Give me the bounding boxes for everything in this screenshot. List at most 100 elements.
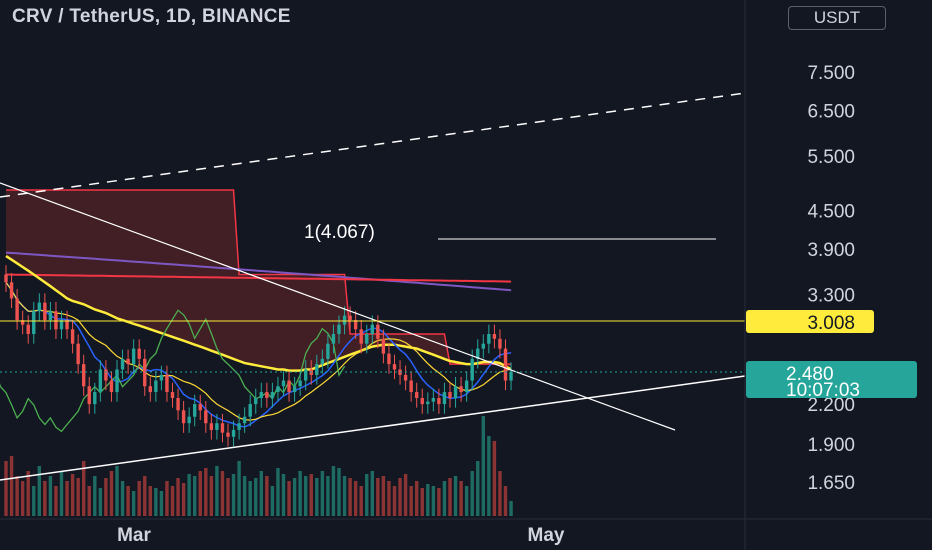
descending-trendline[interactable] [0,182,676,431]
candle [270,382,275,408]
volume-bar [82,461,86,516]
price-tick-label: 1.650 [807,473,855,494]
candle [459,376,463,402]
volume-bar [320,471,325,516]
candle [370,315,374,344]
candle [204,401,208,433]
candle [76,334,80,374]
candle [226,423,230,447]
fib-level-label: 1(4.067) [304,222,375,243]
volume-bar [242,476,247,516]
candle [331,324,336,354]
candle [292,376,297,402]
volume-bar [437,488,441,516]
volume-bar [348,478,352,516]
candle [209,413,214,440]
price-tick-label: 3.300 [807,285,855,306]
candle [82,354,86,396]
volume-bar [326,476,330,516]
candle [9,272,14,309]
volume-bar [453,476,458,516]
candle [254,388,258,414]
volume-bar [76,478,80,516]
chart-title: CRV / TetherUS, 1D, BINANCE [12,6,291,27]
candle [87,376,91,414]
volume-bar [193,476,197,516]
candle [381,329,386,364]
volume-bar [331,466,336,516]
candle [353,310,358,339]
price-tick-label: 3.900 [807,240,855,261]
candle [237,413,241,440]
candle [37,293,41,321]
candle [276,376,280,402]
candle [392,354,397,380]
volume-bar [176,478,180,516]
ascending-trendline[interactable] [0,375,746,481]
candle [120,349,125,380]
candle [220,413,225,443]
ma-purple-line [5,251,512,292]
volume-bar [481,416,485,516]
candle [415,382,419,408]
candle [453,376,458,408]
volume-bar [498,471,502,516]
volume-bar [353,481,358,516]
volume-bar [403,474,408,516]
candle [342,306,347,335]
price-tick-label: 4.500 [807,201,855,222]
candle [215,413,219,440]
level-badge [746,310,874,333]
volume-bar [248,481,252,516]
time-axis[interactable]: Mar May [117,525,565,546]
candle [326,334,330,369]
countdown-text: 10:07:03 [786,380,860,401]
candle [170,382,175,408]
volume-bar [187,474,191,516]
volume-bar [198,471,202,516]
volume-bar [415,481,419,516]
candle [426,392,430,414]
candle [242,407,247,433]
volume-bar [370,471,374,516]
volume-bar [104,478,108,516]
indicator-lines [0,189,512,433]
candle [159,365,164,391]
volume-bar [342,476,347,516]
volume-bar [337,468,341,516]
candle [187,407,191,433]
volume-bars [4,416,513,516]
volume-bar [231,474,236,516]
volume-bar [270,486,275,516]
volume-bar [87,486,91,516]
last-price-badge [746,361,917,398]
candle [476,339,480,369]
candle [442,382,447,414]
price-axis[interactable]: 9.0007.5006.5005.5004.5003.9003.3002.200… [807,14,855,494]
candle [348,306,352,330]
price-tick-label: 5.500 [807,147,855,168]
volume-bar [281,474,286,516]
currency-button[interactable]: USDT [788,6,886,30]
candle [198,394,202,420]
date-tick-label: May [528,525,565,546]
candle [54,301,58,339]
candle [32,301,36,344]
lagging-span-line [0,309,346,433]
candle [137,339,141,369]
candle [48,301,53,330]
volume-bar [20,481,25,516]
candle [387,344,391,374]
candle [481,334,485,359]
volume-bar [59,471,64,516]
volume-bar [509,501,513,516]
cloud-fill [6,190,512,371]
candle [498,329,502,359]
volume-bar [304,476,308,516]
volume-bar [487,436,491,516]
volume-bar [309,474,313,516]
candle [359,319,363,354]
volume-bar [426,484,430,516]
